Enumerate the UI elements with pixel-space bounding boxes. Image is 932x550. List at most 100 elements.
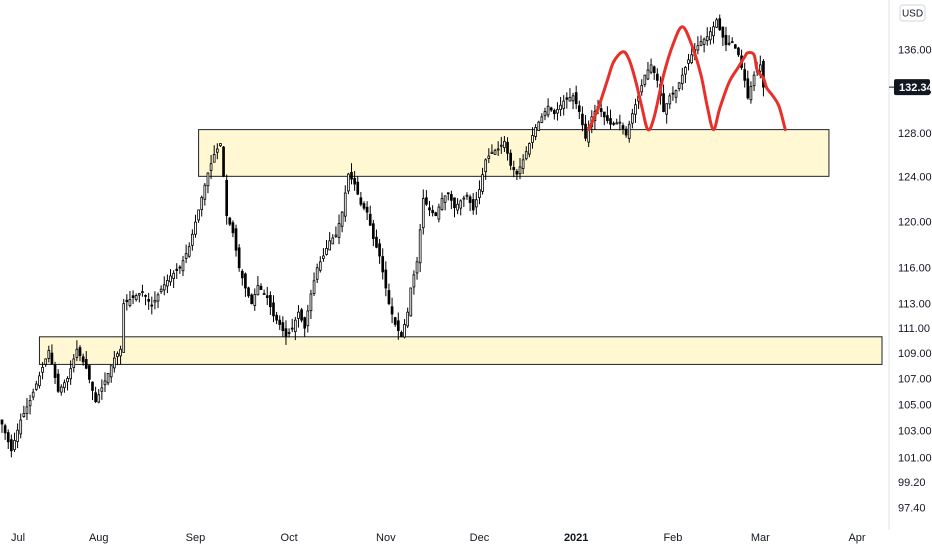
last-price-label: 132.34 bbox=[899, 82, 932, 94]
candle bbox=[403, 319, 406, 339]
candle bbox=[687, 53, 690, 71]
x-tick-label: Dec bbox=[470, 532, 490, 544]
candle bbox=[574, 85, 578, 109]
last-price-badge bbox=[894, 79, 930, 96]
candle bbox=[400, 330, 403, 338]
candle bbox=[100, 379, 104, 400]
candle bbox=[733, 43, 737, 49]
candle bbox=[72, 353, 76, 373]
candle bbox=[655, 68, 659, 88]
candle bbox=[652, 65, 656, 80]
candle bbox=[568, 88, 572, 102]
candle bbox=[428, 200, 431, 217]
y-tick-label: 101.00 bbox=[898, 453, 932, 465]
y-tick-label: 128.00 bbox=[898, 128, 932, 140]
candle bbox=[649, 58, 653, 75]
candle bbox=[724, 26, 728, 52]
candle bbox=[496, 141, 500, 156]
candle bbox=[25, 398, 29, 420]
candle bbox=[506, 137, 509, 161]
candle bbox=[116, 351, 119, 366]
candle bbox=[178, 265, 182, 274]
candle bbox=[478, 180, 481, 205]
candle bbox=[368, 205, 372, 226]
candle bbox=[627, 120, 631, 143]
candle bbox=[406, 307, 410, 329]
candle bbox=[671, 86, 675, 101]
candle bbox=[137, 293, 141, 303]
candle bbox=[640, 79, 644, 96]
x-tick-label: Aug bbox=[89, 532, 109, 544]
candle bbox=[16, 423, 19, 449]
candle bbox=[634, 98, 637, 123]
candle bbox=[709, 27, 712, 45]
candle bbox=[440, 192, 444, 211]
candlestick-series bbox=[0, 14, 765, 458]
candle bbox=[337, 214, 341, 245]
candle bbox=[293, 316, 297, 341]
candle bbox=[66, 376, 69, 391]
candle bbox=[396, 312, 400, 340]
pattern-overlay bbox=[587, 25, 787, 132]
candle bbox=[528, 142, 531, 158]
candle bbox=[531, 127, 534, 149]
candle bbox=[234, 224, 238, 257]
candle bbox=[631, 108, 634, 129]
x-tick-label: Oct bbox=[281, 532, 298, 544]
candle bbox=[275, 311, 278, 325]
candle bbox=[191, 229, 194, 251]
candle bbox=[22, 405, 26, 418]
x-tick-label: Apr bbox=[848, 532, 865, 544]
candle bbox=[250, 293, 253, 305]
time-axis[interactable]: Jul Aug Sep Oct Nov Dec 2021 Feb Mar Apr bbox=[11, 532, 866, 544]
candle bbox=[325, 239, 328, 256]
y-tick-label: 109.00 bbox=[898, 348, 932, 360]
candle bbox=[78, 345, 82, 362]
candle bbox=[705, 27, 709, 46]
candle bbox=[172, 270, 175, 289]
y-tick-label: 99.20 bbox=[898, 477, 926, 489]
candle bbox=[309, 289, 313, 320]
candle bbox=[187, 242, 191, 258]
x-tick-label: Jul bbox=[11, 532, 25, 544]
candle bbox=[34, 380, 38, 391]
candle bbox=[278, 315, 282, 330]
y-tick-label: 97.40 bbox=[898, 502, 926, 514]
candle bbox=[375, 229, 378, 249]
currency-badge[interactable] bbox=[899, 4, 926, 22]
candle bbox=[181, 255, 185, 277]
candle bbox=[59, 384, 63, 396]
candle bbox=[225, 174, 229, 225]
candle bbox=[462, 195, 466, 208]
candle bbox=[365, 201, 369, 220]
candle bbox=[290, 318, 294, 333]
y-tick-label: 103.00 bbox=[898, 426, 932, 438]
candle bbox=[602, 111, 606, 126]
candle bbox=[166, 274, 169, 294]
candle bbox=[512, 160, 516, 178]
candle bbox=[156, 292, 160, 309]
candle bbox=[209, 154, 213, 180]
candle bbox=[69, 360, 72, 385]
candle bbox=[347, 172, 350, 195]
candle bbox=[300, 307, 303, 323]
candle bbox=[97, 389, 101, 404]
candle bbox=[169, 269, 172, 286]
candle bbox=[184, 244, 188, 264]
y-tick-label: 111.00 bbox=[898, 323, 930, 335]
candle bbox=[175, 263, 179, 279]
candle bbox=[94, 386, 97, 404]
candle bbox=[425, 190, 428, 206]
candle bbox=[699, 35, 703, 47]
candle bbox=[453, 197, 456, 218]
candle bbox=[56, 369, 60, 393]
candle bbox=[702, 37, 706, 53]
y-tick-label: 136.00 bbox=[898, 45, 932, 57]
candle bbox=[113, 351, 116, 373]
candle bbox=[456, 198, 459, 215]
candle bbox=[515, 168, 519, 181]
candle bbox=[0, 419, 4, 433]
candle bbox=[446, 192, 450, 201]
pattern-line bbox=[587, 25, 787, 132]
candle bbox=[487, 148, 491, 164]
